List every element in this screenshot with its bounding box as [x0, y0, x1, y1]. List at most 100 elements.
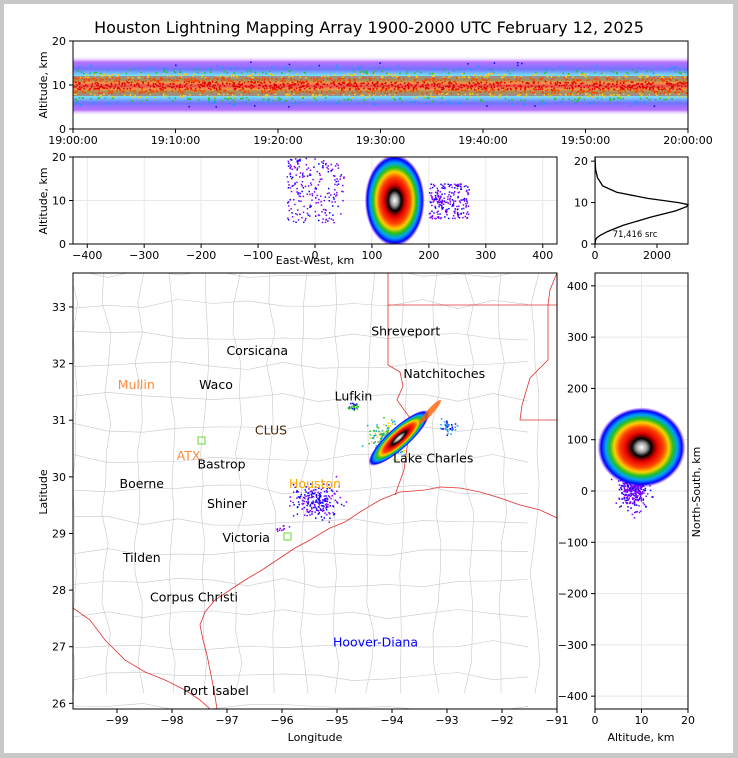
time-axis-tick-label: 19:20:00 — [253, 134, 302, 147]
source-point — [681, 96, 684, 98]
source-point — [397, 88, 399, 90]
source-point — [447, 101, 449, 103]
source-point — [526, 94, 528, 96]
source-point — [456, 211, 459, 214]
source-point — [523, 91, 526, 93]
altitude-time-panel: 19:00:00 19:10:00 19:20:00 19:30:00 19:40:00… — [37, 35, 713, 147]
source-point — [188, 105, 191, 108]
source-point — [75, 99, 78, 101]
source-point — [217, 93, 220, 95]
source-point — [304, 489, 307, 491]
source-point — [365, 96, 367, 99]
source-point — [362, 77, 364, 79]
source-point — [342, 94, 345, 96]
county-line — [73, 577, 529, 588]
source-point — [685, 82, 687, 84]
source-point — [362, 71, 365, 73]
source-point — [123, 87, 125, 90]
source-point — [141, 89, 143, 92]
source-point — [83, 87, 86, 90]
source-point — [675, 91, 677, 94]
source-point — [202, 91, 204, 94]
source-point — [297, 491, 299, 493]
source-point — [289, 173, 291, 176]
source-point — [281, 529, 283, 532]
source-point — [293, 79, 296, 81]
source-point — [113, 80, 116, 83]
source-point — [394, 92, 397, 94]
source-point — [320, 96, 323, 99]
source-point — [349, 88, 351, 90]
source-point — [180, 96, 182, 98]
source-point — [150, 80, 152, 82]
source-point — [306, 90, 308, 92]
source-point — [617, 90, 620, 92]
source-point — [306, 504, 308, 507]
source-point — [578, 85, 580, 88]
source-point — [385, 424, 387, 427]
source-point — [477, 95, 479, 98]
source-point — [449, 81, 451, 83]
mississippi-border — [519, 305, 557, 421]
source-point — [259, 84, 261, 86]
source-point — [631, 498, 634, 501]
source-point — [324, 512, 326, 514]
source-point — [294, 203, 296, 206]
source-point — [139, 74, 141, 76]
source-point — [441, 199, 444, 202]
source-point — [467, 213, 470, 216]
source-point — [631, 513, 634, 516]
source-point — [93, 72, 96, 74]
source-point — [281, 80, 283, 83]
source-point — [628, 493, 630, 496]
source-point — [242, 87, 244, 89]
source-point — [326, 192, 329, 195]
source-point — [643, 492, 645, 494]
source-point — [112, 92, 114, 94]
source-count-annotation: 71,416 src — [613, 230, 658, 240]
source-point — [147, 75, 149, 77]
source-point — [310, 205, 312, 208]
county-line — [73, 609, 529, 620]
source-point — [311, 502, 313, 505]
source-point — [299, 158, 301, 161]
source-point — [427, 87, 430, 90]
source-point — [369, 94, 371, 97]
source-point — [232, 84, 234, 86]
source-point — [446, 93, 449, 95]
source-point — [442, 203, 445, 206]
source-point — [387, 422, 390, 424]
source-point — [280, 89, 283, 91]
source-point — [626, 488, 629, 490]
source-point — [439, 79, 442, 82]
source-point — [101, 87, 104, 89]
source-point — [454, 210, 456, 212]
source-point — [331, 168, 334, 171]
source-point — [452, 96, 455, 99]
source-point — [172, 100, 174, 102]
source-point — [163, 70, 165, 73]
source-point — [204, 81, 207, 84]
source-point — [346, 83, 349, 86]
source-point — [485, 89, 487, 91]
source-point — [250, 70, 252, 73]
source-point — [296, 79, 299, 82]
source-point — [295, 221, 297, 224]
source-point — [444, 183, 446, 185]
source-point — [170, 86, 173, 89]
source-point — [441, 88, 444, 90]
source-point — [399, 97, 401, 99]
source-point — [452, 428, 454, 430]
source-point — [311, 510, 313, 513]
source-point — [293, 83, 295, 85]
source-point — [534, 105, 536, 107]
source-point — [221, 99, 223, 102]
source-point — [641, 493, 643, 495]
source-point — [587, 86, 590, 89]
source-point — [630, 489, 633, 491]
source-point — [381, 437, 383, 439]
source-point — [630, 490, 633, 493]
source-point — [254, 105, 256, 107]
